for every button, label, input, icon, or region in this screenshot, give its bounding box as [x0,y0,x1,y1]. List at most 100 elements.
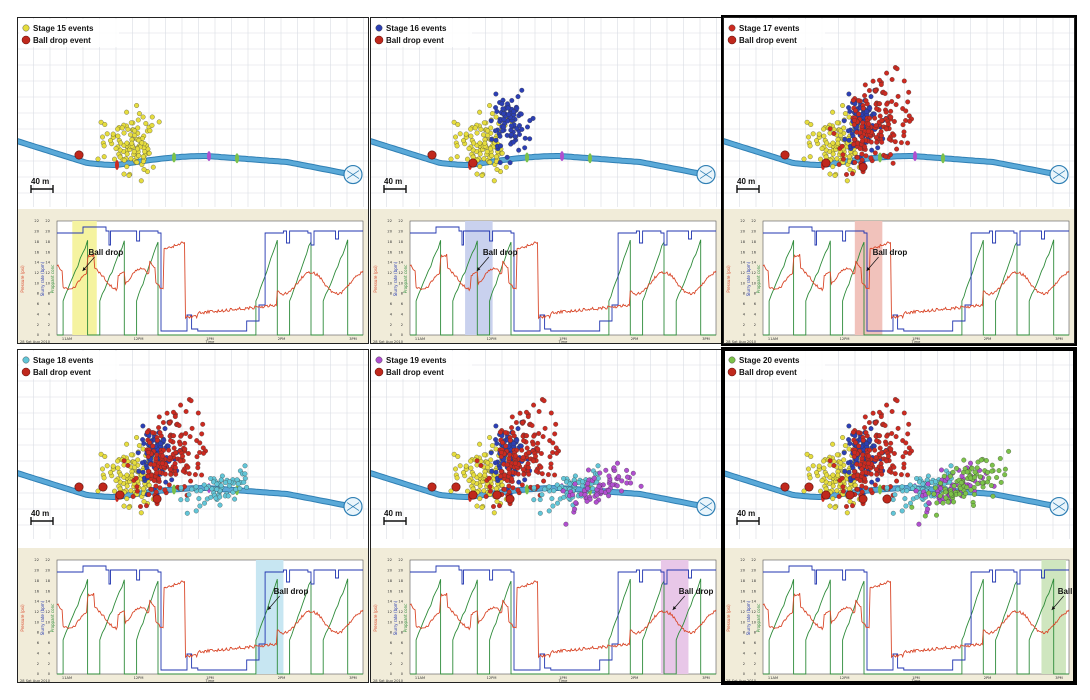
event-point [180,453,186,459]
frac-port-marker [525,484,529,495]
event-point [121,503,127,509]
event-point [947,473,953,479]
event-point [477,496,483,502]
y-tick-label: 22 [751,219,756,223]
event-point [241,479,247,485]
event-point [879,471,885,477]
event-point [525,124,530,130]
event-point [846,437,852,443]
event-point [804,119,810,125]
event-point [531,402,537,408]
ball-drop-marker [780,482,790,492]
event-point [501,124,507,130]
event-point [900,454,906,460]
event-point [477,151,483,157]
y-tick-label: 20 [751,230,756,234]
event-point [160,453,166,459]
event-point [161,437,167,443]
event-point [931,491,937,497]
x-tick-label: 12PM [134,676,144,680]
event-point [985,469,990,475]
event-point [146,492,152,497]
event-point [115,126,121,132]
event-point [899,508,905,514]
y-tick-label: 18 [751,579,756,583]
event-point [872,150,878,156]
event-point [119,125,125,131]
event-point [163,479,169,485]
stage-17-map-panel: Stage 17 events Ball drop event 40 m [723,17,1075,207]
y-tick-label: 22 [34,219,39,223]
event-point [877,101,883,107]
y-tick-label: 4 [48,312,51,316]
event-point [868,487,874,493]
event-point [872,115,878,121]
event-point [914,476,920,481]
event-point [481,156,487,162]
event-point [834,120,840,126]
event-point [890,160,896,166]
y-tick-label: 22 [45,219,50,223]
y-tick-label: 22 [751,558,756,562]
event-point [862,93,868,99]
event-point [235,481,241,487]
event-point [1002,466,1008,472]
stage-15-events [95,103,162,184]
event-point [522,135,528,141]
event-point [506,483,512,489]
event-point [873,455,879,460]
event-point [830,140,836,146]
event-point [894,478,900,484]
event-point [135,457,141,463]
event-point [128,120,134,126]
event-point [121,130,127,136]
event-point [484,149,490,155]
legend-ball-label: Ball drop event [33,368,91,377]
scale-bar: 40 m [736,177,760,193]
event-point [888,152,893,158]
map-grid [370,17,722,207]
y-tick-label: 14 [398,261,403,265]
x-axis-ticks: 11AM 12PM 1PM 2PM 3PM [415,676,710,680]
event-point [453,466,458,472]
stage-18-events [178,463,250,516]
event-point [488,118,494,124]
event-point [819,146,825,151]
event-point [922,513,928,519]
x-tick-label: 11AM [62,337,72,341]
event-point [807,475,813,481]
event-point [498,469,504,475]
event-point [886,136,892,142]
event-point [961,457,967,463]
event-point [100,466,105,472]
event-point [524,445,530,451]
event-point [156,119,162,125]
stage-16-map-svg: Stage 16 events Ball drop event 40 m [370,17,722,207]
y-tick-label: 0 [37,333,40,337]
event-point [524,433,530,439]
y-tick-label: 10 [387,281,392,285]
event-point [555,500,560,506]
event-point [852,118,857,124]
event-point [508,123,514,129]
event-point [844,178,850,184]
event-point [888,114,894,120]
ball-drop-marker [858,162,868,172]
stage-15-map-panel: Stage 15 events Ball drop event 40 m [17,17,369,207]
event-point [519,126,525,132]
y-tick-label: 4 [754,651,757,655]
event-point [903,440,909,446]
y-tick-label: 22 [398,219,403,223]
event-point [184,510,190,516]
scale-bar: 40 m [30,509,54,525]
event-point [489,153,495,159]
event-point [189,486,195,492]
event-point [894,398,900,404]
event-point [907,450,913,456]
event-point [542,486,548,492]
event-point [130,494,136,499]
event-point [481,452,487,458]
event-point [905,99,911,105]
event-point [994,475,1000,480]
event-point [801,156,807,162]
